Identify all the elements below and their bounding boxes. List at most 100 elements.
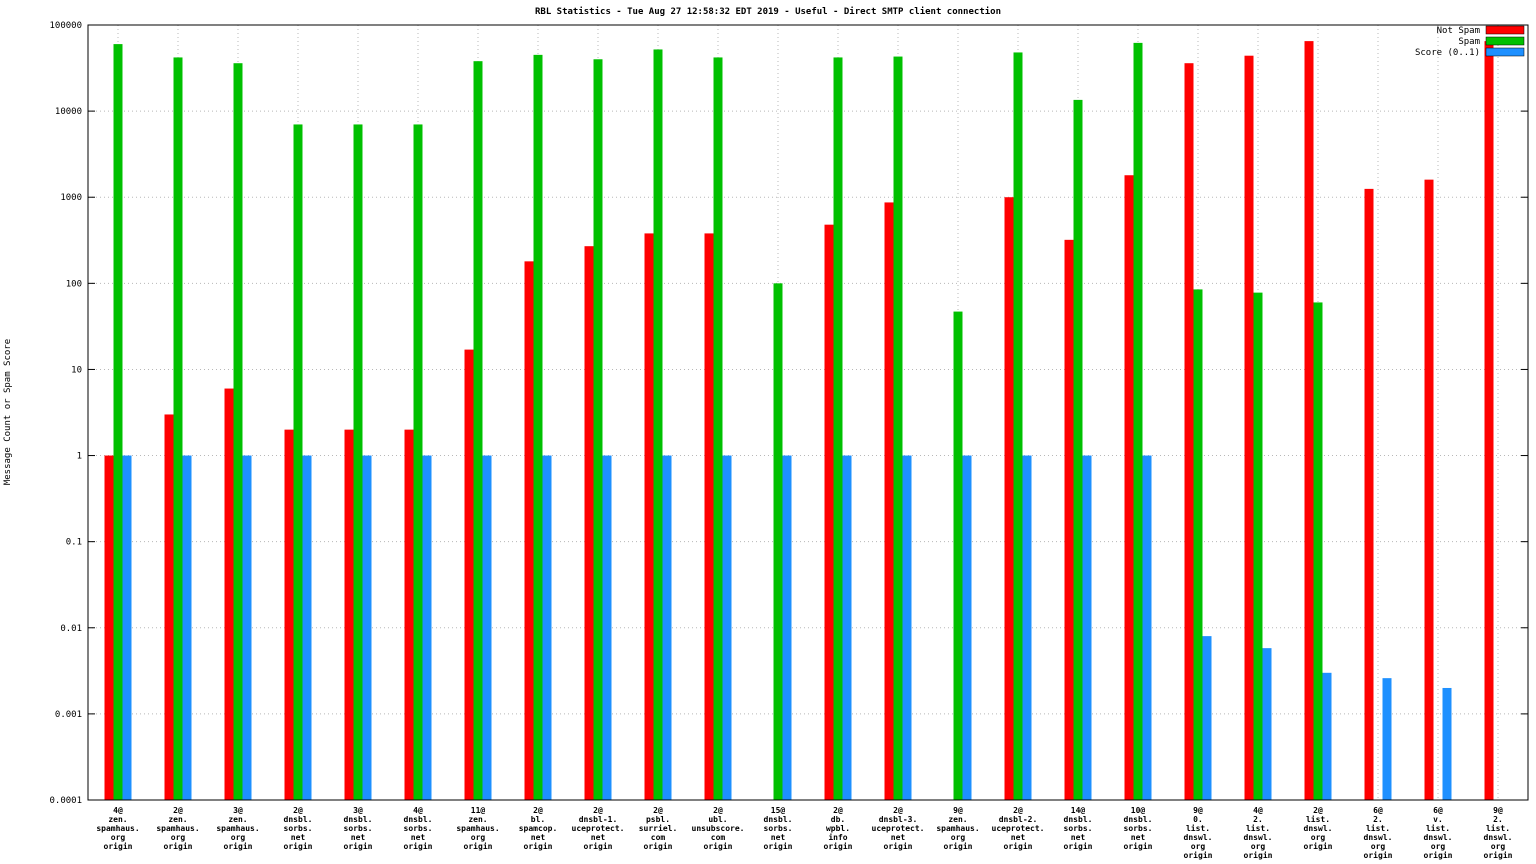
bar-spam-17 [1133, 42, 1143, 800]
bar-score-0-1-6 [482, 455, 492, 800]
x-category-label: spamcop. [519, 824, 558, 833]
x-category-label: origin [764, 841, 793, 851]
x-category-label: origin [1424, 850, 1453, 860]
x-category-label: org [471, 833, 486, 842]
x-category-label: net [351, 833, 366, 842]
bar-spam-3 [293, 124, 303, 800]
bar-spam-1 [173, 57, 183, 800]
x-category-label: list. [1186, 823, 1210, 833]
x-category-label: spamhaus. [156, 824, 199, 833]
x-category-label: sorbs. [344, 824, 373, 833]
bar-not-spam-2 [224, 388, 234, 800]
x-category-label: 2@ [893, 806, 903, 815]
x-category-label: dnswl. [1184, 833, 1213, 842]
bar-spam-0 [113, 44, 123, 801]
x-category-label: origin [824, 841, 853, 851]
x-category-label: dnsbl. [764, 815, 793, 824]
x-category-label: net [891, 833, 906, 842]
x-category-label: sorbs. [1124, 824, 1153, 833]
x-category-label: dnswl. [1304, 824, 1333, 833]
bar-score-0-1-19 [1262, 648, 1272, 800]
bar-score-0-1-17 [1142, 455, 1152, 800]
x-category-label: dnsbl. [1124, 815, 1153, 824]
bar-spam-10 [713, 57, 723, 800]
bar-not-spam-17 [1124, 175, 1134, 800]
x-category-label: psbl. [646, 815, 670, 824]
x-category-label: origin [884, 841, 913, 851]
legend-label: Not Spam [1437, 26, 1480, 36]
bar-score-0-1-11 [782, 455, 792, 800]
x-category-label: org [1311, 833, 1326, 842]
bar-score-0-1-22 [1442, 687, 1452, 800]
x-category-label: dnswl. [1424, 833, 1453, 842]
bar-not-spam-20 [1304, 41, 1314, 801]
bar-score-0-1-4 [362, 455, 372, 800]
bar-spam-19 [1253, 292, 1263, 800]
x-category-label: spamhaus. [216, 824, 259, 833]
bar-score-0-1-2 [242, 455, 252, 800]
bar-score-0-1-10 [722, 455, 732, 800]
x-category-label: 2@ [1313, 806, 1323, 815]
x-category-label: 2. [1373, 815, 1383, 824]
x-category-label: 3@ [353, 806, 363, 815]
x-category-label: org [1371, 842, 1386, 851]
y-tick-label: 10000 [55, 107, 82, 117]
x-category-label: sorbs. [1064, 824, 1093, 833]
bar-spam-8 [593, 59, 603, 801]
bar-not-spam-21 [1364, 188, 1374, 800]
bar-spam-9 [653, 49, 663, 801]
x-category-label: uceprotect. [572, 824, 625, 833]
bar-not-spam-19 [1244, 55, 1254, 800]
x-category-label: bl. [531, 815, 545, 824]
x-category-label: 10@ [1131, 806, 1146, 815]
x-category-label: zen. [948, 815, 967, 824]
legend-swatch [1485, 25, 1525, 35]
x-category-label: origin [584, 841, 613, 851]
bar-spam-16 [1073, 99, 1083, 800]
x-category-label: origin [224, 841, 253, 851]
x-category-label: net [591, 833, 606, 842]
x-category-label: 4@ [113, 806, 123, 815]
x-category-label: ubl. [708, 815, 727, 824]
x-category-label: v. [1433, 815, 1443, 824]
x-category-label: org [1251, 842, 1266, 851]
x-category-label: spamhaus. [936, 824, 979, 833]
x-category-label: 4@ [413, 806, 423, 815]
bar-not-spam-23 [1484, 41, 1494, 801]
x-category-label: spamhaus. [456, 824, 499, 833]
bar-not-spam-8 [584, 246, 594, 801]
x-category-label: 2. [1253, 815, 1263, 824]
bar-spam-2 [233, 63, 243, 801]
x-category-label: 6@ [1433, 806, 1443, 815]
bar-not-spam-10 [704, 233, 714, 800]
x-category-label: org [111, 833, 126, 842]
x-category-label: net [1131, 833, 1146, 842]
bar-spam-7 [533, 54, 543, 801]
x-category-label: zen. [108, 815, 127, 824]
x-category-label: net [1071, 833, 1086, 842]
bar-spam-20 [1313, 302, 1323, 800]
x-category-label: sorbs. [284, 824, 313, 833]
bar-score-0-1-13 [902, 455, 912, 800]
x-category-label: origin [704, 841, 733, 851]
x-category-label: 2@ [713, 806, 723, 815]
x-category-label: 11@ [471, 806, 486, 815]
y-axis-label: Message Count or Spam Score [3, 339, 13, 485]
chart-title: RBL Statistics - Tue Aug 27 12:58:32 EDT… [535, 6, 1001, 17]
x-category-label: origin [1184, 850, 1213, 860]
bar-not-spam-18 [1184, 63, 1194, 801]
bar-spam-4 [353, 124, 363, 800]
x-category-label: origin [944, 841, 973, 851]
x-category-label: 2@ [293, 806, 303, 815]
x-category-label: dnsbl-3. [879, 815, 918, 824]
bar-spam-11 [773, 283, 783, 800]
x-category-label: dnsbl-1. [579, 815, 618, 824]
x-category-label: 2. [1493, 815, 1503, 824]
x-category-label: 2@ [1013, 806, 1023, 815]
bar-not-spam-6 [464, 349, 474, 800]
x-category-label: list. [1246, 823, 1270, 833]
x-category-label: 2@ [173, 806, 183, 815]
bar-not-spam-22 [1424, 179, 1434, 801]
